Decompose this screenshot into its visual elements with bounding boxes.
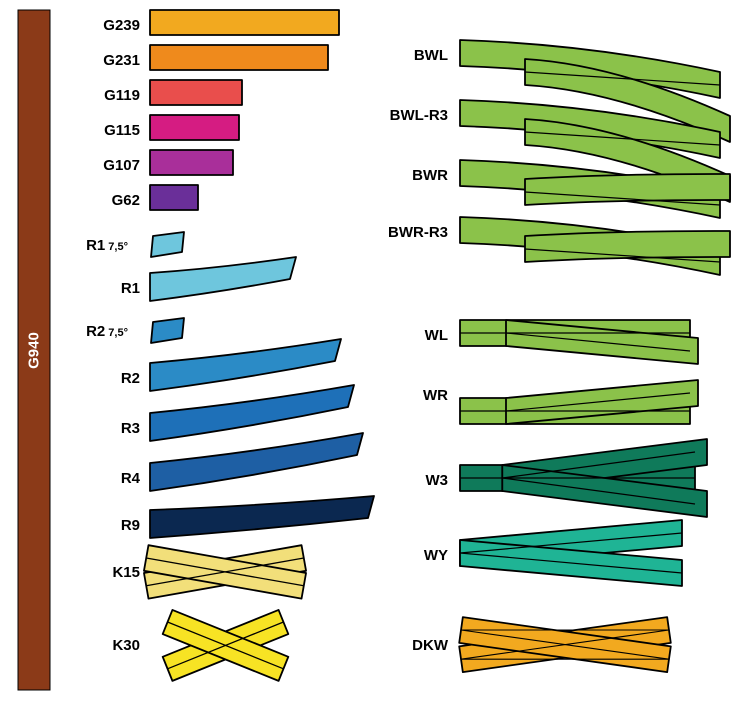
piece-R1 [145,246,305,316]
piece-DKW [450,602,680,687]
piece-G119 [148,78,244,107]
piece-WY [455,515,690,593]
piece-BWRR3 [455,212,745,308]
label-G62: G62 [60,193,140,208]
label-K30: K30 [60,638,140,653]
piece-G107 [148,148,235,177]
piece-G62 [148,183,200,212]
label-WR: WR [368,388,448,403]
label-R2s: R2 7,5° [48,324,128,339]
label-G239: G239 [60,18,140,33]
label-K15: K15 [60,565,140,580]
piece-W3 [455,434,715,524]
label-R9: R9 [60,518,140,533]
label-G107: G107 [60,158,140,173]
piece-WL [455,315,705,375]
label-BWL: BWL [368,48,448,63]
piece-WR [455,375,705,435]
label-R2: R2 [60,371,140,386]
label-R1: R1 [60,281,140,296]
label-R1s: R1 7,5° [48,238,128,253]
label-G115: G115 [60,123,140,138]
sidebar-label: G940 [26,321,43,381]
piece-G239 [148,8,341,37]
label-R4: R4 [60,471,140,486]
label-WY: WY [368,548,448,563]
label-BWLR3: BWL-R3 [368,108,448,123]
label-BWRR3: BWR-R3 [368,225,448,240]
label-W3: W3 [368,473,448,488]
piece-G231 [148,43,330,72]
label-WL: WL [368,328,448,343]
label-G231: G231 [60,53,140,68]
piece-K30 [153,594,298,697]
label-G119: G119 [60,88,140,103]
label-DKW: DKW [368,638,448,653]
label-BWR: BWR [368,168,448,183]
piece-G115 [148,113,241,142]
label-R3: R3 [60,421,140,436]
